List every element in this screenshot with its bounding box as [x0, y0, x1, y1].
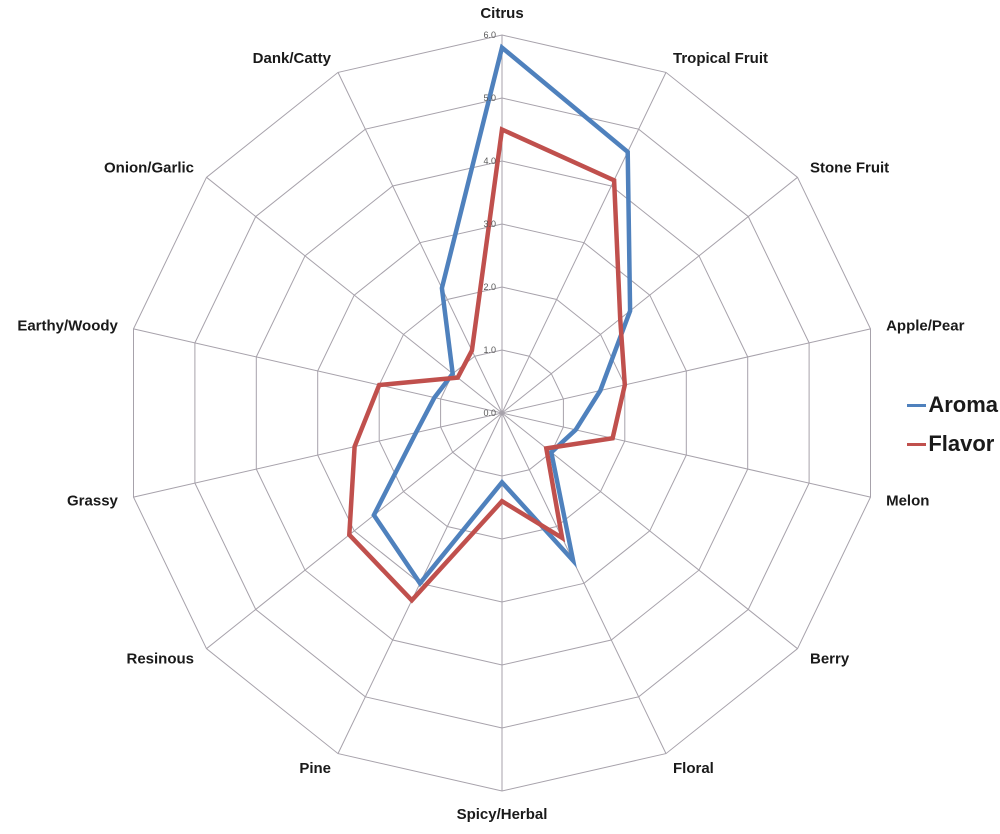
category-label-stone-fruit: Stone Fruit — [810, 159, 889, 176]
radial-tick-label-3.0: 3.0 — [483, 219, 496, 229]
grid-ring-4 — [255, 160, 749, 666]
legend: Aroma Flavor — [907, 392, 998, 458]
series-polygon-flavor — [346, 126, 628, 604]
legend-swatch-aroma-icon — [907, 403, 927, 407]
legend-label-aroma: Aroma — [928, 392, 998, 417]
category-label-citrus: Citrus — [480, 5, 523, 22]
category-label-berry: Berry — [810, 651, 850, 668]
category-label-dank-catty: Dank/Catty — [253, 50, 332, 67]
category-label-tropical-fruit: Tropical Fruit — [673, 50, 768, 67]
radial-tick-label-2.0: 2.0 — [483, 282, 496, 292]
category-label-pine: Pine — [299, 760, 331, 777]
category-label-apple-pear: Apple/Pear — [886, 317, 965, 334]
radial-tick-label-5.0: 5.0 — [483, 93, 496, 103]
category-label-floral: Floral — [673, 760, 714, 777]
grid-ring-5 — [194, 97, 810, 729]
category-label-grassy: Grassy — [67, 493, 119, 510]
grid-ring-2 — [378, 286, 626, 540]
category-label-melon: Melon — [886, 493, 929, 510]
radial-tick-label-0.0: 0.0 — [483, 408, 496, 418]
legend-item-aroma: Aroma — [907, 392, 998, 418]
category-label-onion-garlic: Onion/Garlic — [104, 159, 194, 176]
radial-tick-label-1.0: 1.0 — [483, 345, 496, 355]
grid-ring-6 — [133, 34, 871, 792]
category-label-earthy-woody: Earthy/Woody — [17, 317, 118, 334]
category-label-spicy-herbal: Spicy/Herbal — [457, 806, 548, 823]
legend-swatch-flavor-icon — [907, 443, 927, 447]
category-label-resinous: Resinous — [126, 651, 194, 668]
radial-tick-label-6.0: 6.0 — [483, 30, 496, 40]
legend-label-flavor: Flavor — [928, 431, 995, 457]
radial-tick-label-4.0: 4.0 — [483, 156, 496, 166]
legend-item-flavor: Flavor — [907, 431, 998, 457]
grid-ring-3 — [317, 223, 687, 603]
